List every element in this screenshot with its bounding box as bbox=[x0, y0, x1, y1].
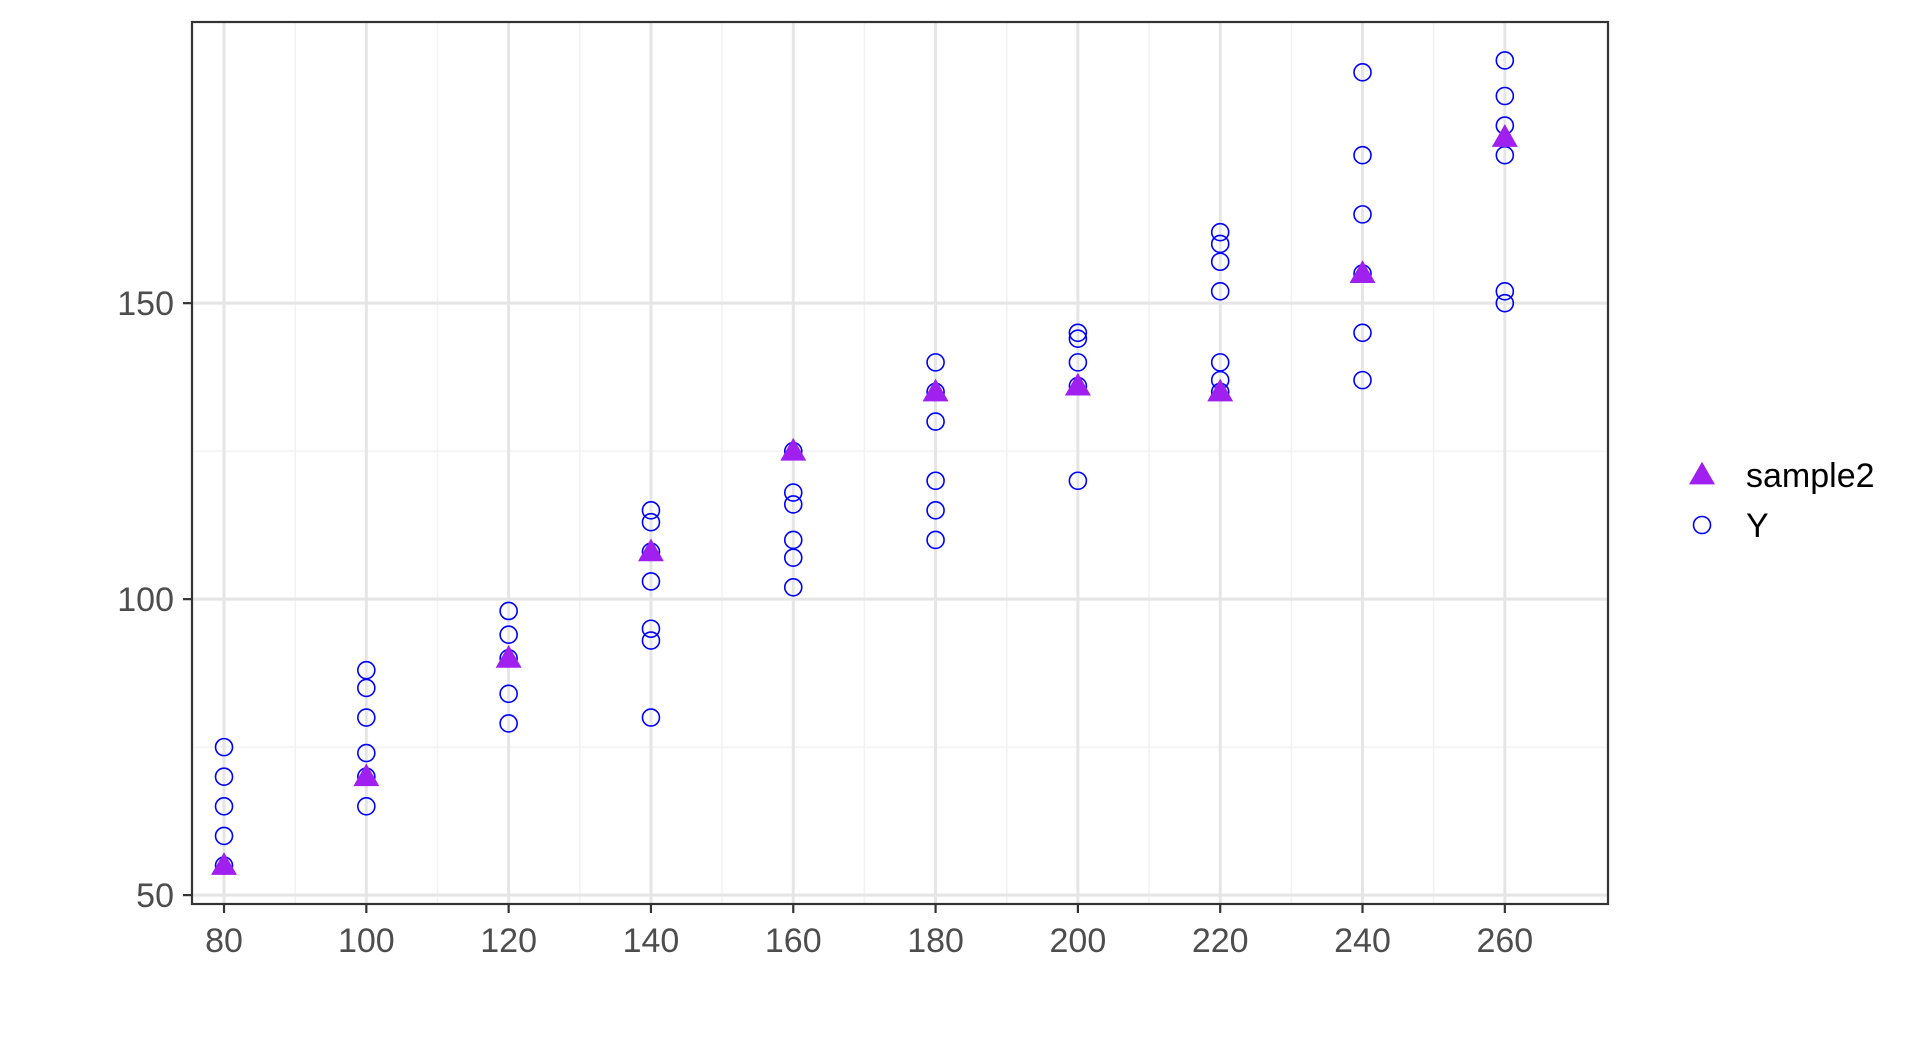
x-tick-label: 180 bbox=[907, 922, 964, 960]
y-point bbox=[499, 625, 518, 644]
x-tick-label: 100 bbox=[338, 922, 395, 960]
y-point bbox=[641, 619, 661, 639]
y-point bbox=[1210, 222, 1230, 242]
y-point bbox=[926, 501, 945, 520]
legend-label-y: Y bbox=[1746, 507, 1769, 545]
y-point bbox=[1068, 329, 1088, 348]
sample2-point bbox=[637, 538, 664, 562]
y-point bbox=[1210, 282, 1230, 301]
y-point bbox=[926, 353, 945, 372]
legend-key-circle-icon bbox=[1692, 515, 1712, 535]
y-point bbox=[783, 483, 803, 502]
y-point bbox=[499, 601, 518, 621]
x-tick-label: 260 bbox=[1476, 922, 1533, 960]
y-point bbox=[1353, 370, 1372, 390]
sample2-point bbox=[780, 437, 807, 461]
y-point bbox=[926, 471, 945, 491]
y-point bbox=[641, 512, 661, 532]
y-point bbox=[1495, 51, 1515, 70]
y-point bbox=[1353, 323, 1372, 343]
y-point bbox=[1495, 282, 1515, 301]
sample2-point bbox=[211, 852, 237, 875]
sample2-point bbox=[1349, 260, 1376, 283]
y-point bbox=[783, 578, 803, 597]
y-point bbox=[1353, 205, 1372, 224]
y-point bbox=[783, 530, 803, 550]
y-series-points bbox=[214, 51, 1515, 875]
legend-item-y: Y bbox=[1692, 507, 1769, 545]
y-point bbox=[1210, 353, 1230, 372]
x-tick-label: 220 bbox=[1192, 922, 1249, 960]
x-tick-label: 200 bbox=[1050, 922, 1107, 960]
sample2-point bbox=[1207, 378, 1234, 402]
y-point bbox=[1068, 353, 1088, 372]
y-point bbox=[357, 708, 376, 727]
y-point bbox=[1068, 323, 1088, 343]
y-point bbox=[1068, 471, 1088, 491]
y-point bbox=[214, 826, 234, 846]
y-point bbox=[499, 714, 518, 733]
sample2-point bbox=[922, 378, 949, 402]
sample2-point bbox=[495, 645, 522, 668]
y-point bbox=[783, 495, 803, 514]
legend: sample2 Y bbox=[1689, 457, 1875, 545]
legend-key-triangle-icon bbox=[1689, 461, 1715, 485]
y-point bbox=[499, 684, 518, 704]
y-point bbox=[357, 797, 376, 816]
y-axis: 50 100 150 bbox=[117, 285, 192, 915]
y-point bbox=[641, 501, 661, 520]
legend-item-sample2: sample2 bbox=[1689, 457, 1875, 495]
y-point bbox=[214, 797, 234, 816]
x-tick-label: 80 bbox=[205, 922, 243, 960]
x-tick-label: 120 bbox=[480, 922, 537, 960]
sample2-point bbox=[353, 763, 380, 787]
y-point bbox=[214, 737, 234, 757]
panel-border bbox=[190, 20, 1610, 906]
y-point bbox=[926, 530, 945, 550]
y-point bbox=[357, 660, 376, 680]
sample2-series-points bbox=[211, 124, 1518, 875]
y-point bbox=[357, 743, 376, 763]
y-point bbox=[641, 631, 661, 650]
y-point bbox=[641, 572, 661, 591]
y-point bbox=[214, 767, 234, 787]
y-point bbox=[1353, 63, 1372, 82]
sample2-point bbox=[1491, 124, 1518, 147]
y-point bbox=[1353, 145, 1372, 165]
y-tick-label: 50 bbox=[136, 877, 174, 915]
y-point bbox=[1495, 86, 1515, 106]
y-tick-label: 150 bbox=[117, 285, 174, 323]
y-point bbox=[926, 412, 945, 431]
legend-label-sample2: sample2 bbox=[1746, 457, 1875, 495]
y-point bbox=[1210, 234, 1230, 254]
x-tick-label: 240 bbox=[1334, 922, 1391, 960]
y-point bbox=[641, 708, 661, 727]
x-tick-label: 160 bbox=[765, 922, 822, 960]
sample2-point bbox=[1064, 372, 1091, 396]
x-tick-label: 140 bbox=[623, 922, 680, 960]
x-axis: 80 100 120 140 160 180 200 220 240 260 bbox=[205, 904, 1533, 960]
grid-lines bbox=[192, 22, 1608, 904]
y-point bbox=[1495, 293, 1515, 313]
y-tick-label: 100 bbox=[117, 581, 174, 619]
